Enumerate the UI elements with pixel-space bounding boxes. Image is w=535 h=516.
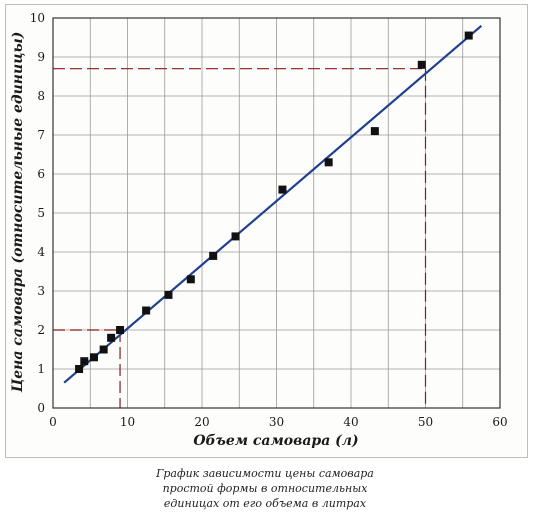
data-points <box>75 31 473 373</box>
trend-line-group <box>63 24 483 384</box>
chart-frame <box>5 4 528 458</box>
x-tick-label: 60 <box>492 415 507 429</box>
y-tick-label: 10 <box>30 11 45 25</box>
x-axis-label: Объем самовара (л) <box>193 433 358 449</box>
data-point <box>164 290 173 299</box>
y-tick-label: 3 <box>37 284 45 298</box>
y-tick-label: 9 <box>37 50 45 64</box>
data-point <box>89 353 98 362</box>
x-tick-labels: 0 10 20 30 40 50 60 <box>49 415 507 429</box>
y-tick-label: 6 <box>37 167 45 181</box>
x-tick-label: 30 <box>269 415 284 429</box>
data-point <box>209 251 218 260</box>
data-point <box>142 306 151 315</box>
y-tick-label: 1 <box>37 362 45 376</box>
y-axis-label: Цена самовара (относительные единицы) <box>10 32 26 394</box>
data-point <box>186 275 195 284</box>
y-tick-label: 0 <box>37 401 45 415</box>
y-tick-label: 8 <box>37 89 45 103</box>
data-point <box>464 31 473 40</box>
x-tick-label: 50 <box>418 415 433 429</box>
y-tick-label: 7 <box>37 128 45 142</box>
data-point <box>324 158 333 167</box>
data-point <box>80 357 89 366</box>
scatter-chart: 0 10 20 30 40 50 60 0 1 2 3 4 5 6 7 8 9 10 Объем самовар… <box>10 11 508 449</box>
plot-border <box>52 17 501 409</box>
x-tick-label: 20 <box>194 415 209 429</box>
plot-area-border <box>52 17 501 409</box>
data-point <box>99 345 108 354</box>
trend-line <box>63 24 483 384</box>
data-point <box>75 365 84 373</box>
data-point <box>107 333 116 342</box>
data-point <box>370 127 379 136</box>
y-tick-label: 2 <box>37 323 45 337</box>
figure-caption: График зависимости цены самовара простой… <box>130 466 400 511</box>
y-tick-labels: 0 1 2 3 4 5 6 7 8 9 10 <box>30 11 46 415</box>
reference-lines <box>53 68 427 408</box>
data-point <box>231 232 240 241</box>
caption-line: единицах от его объема в литрах <box>163 497 367 510</box>
caption-line: График зависимости цены самовара <box>156 467 374 480</box>
data-point <box>278 185 287 194</box>
x-tick-label: 40 <box>343 415 358 429</box>
x-tick-label: 10 <box>120 415 135 429</box>
data-point <box>116 326 125 334</box>
y-tick-label: 4 <box>37 245 45 259</box>
x-tick-label: 0 <box>49 415 57 429</box>
y-tick-label: 5 <box>37 206 45 220</box>
caption-line: простой формы в относительных <box>162 482 368 495</box>
data-point <box>417 60 426 69</box>
